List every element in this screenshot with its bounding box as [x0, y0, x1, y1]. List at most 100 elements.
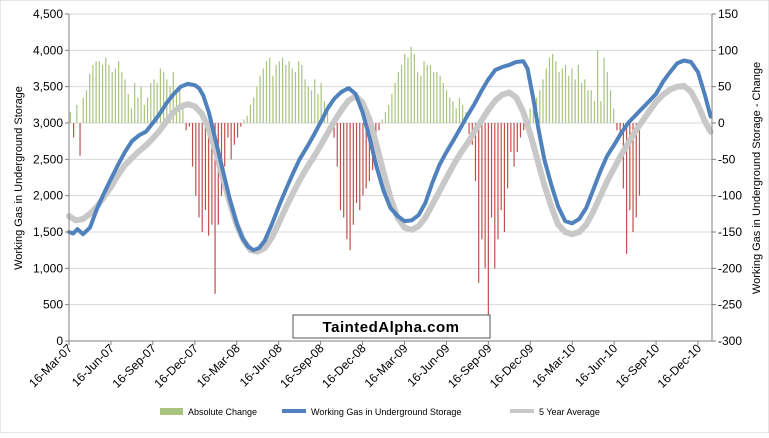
y-right-tick-label: -200 — [718, 261, 742, 275]
bar-absolute-change — [230, 123, 232, 160]
bar-absolute-change — [613, 108, 615, 123]
bar-absolute-change — [407, 57, 409, 123]
y-left-tick-label: 0 — [56, 334, 63, 348]
bar-absolute-change — [429, 64, 432, 123]
y-right-tick-label: 100 — [718, 43, 738, 57]
bar-absolute-change — [597, 50, 599, 124]
bar-absolute-change — [378, 123, 380, 131]
bar-absolute-change — [227, 123, 229, 138]
bar-absolute-change — [410, 46, 412, 124]
bar-absolute-change — [497, 123, 499, 240]
bar-absolute-change — [201, 123, 203, 232]
y-right-tick-label: -250 — [718, 298, 742, 312]
bar-absolute-change — [105, 57, 107, 123]
bar-absolute-change — [397, 72, 399, 123]
bar-absolute-change — [114, 68, 117, 123]
bar-absolute-change — [635, 123, 637, 218]
bar-absolute-change — [259, 75, 261, 123]
bar-absolute-change — [73, 123, 75, 138]
bar-absolute-change — [159, 68, 162, 123]
bar-absolute-change — [349, 123, 351, 251]
y-left-tick-label: 2,500 — [33, 152, 63, 166]
bar-absolute-change — [474, 123, 477, 182]
bar-absolute-change — [124, 79, 126, 123]
bar-absolute-change — [336, 123, 338, 167]
bar-absolute-change — [127, 93, 129, 123]
bar-absolute-change — [442, 83, 444, 123]
bar-absolute-change — [413, 53, 416, 123]
bar-absolute-change — [121, 72, 123, 123]
bar-absolute-change — [95, 61, 97, 123]
bar-absolute-change — [140, 86, 142, 123]
bar-absolute-change — [609, 90, 612, 123]
bar-absolute-change — [368, 123, 370, 182]
bar-absolute-change — [82, 97, 84, 123]
bar-absolute-change — [343, 123, 345, 218]
y-right-tick-label: -50 — [718, 152, 736, 166]
y-right-tick-label: -150 — [718, 225, 742, 239]
bar-absolute-change — [326, 104, 329, 123]
bar-absolute-change — [243, 119, 245, 123]
bar-absolute-change — [253, 97, 255, 123]
y-left-tick-label: 3,500 — [33, 80, 63, 94]
bar-absolute-change — [169, 86, 171, 123]
bar-absolute-change — [137, 97, 139, 123]
bar-absolute-change — [101, 64, 104, 123]
bar-absolute-change — [294, 72, 297, 123]
y-left-tick-label: 500 — [43, 298, 63, 312]
bar-absolute-change — [188, 123, 190, 127]
bar-absolute-change — [275, 64, 277, 123]
legend-label-5-year-average: 5 Year Average — [539, 407, 600, 417]
bar-absolute-change — [478, 123, 480, 283]
y-left-tick-label: 1,500 — [33, 225, 63, 239]
bar-absolute-change — [481, 123, 483, 240]
bar-absolute-change — [111, 72, 113, 123]
bar-absolute-change — [352, 123, 354, 225]
bar-absolute-change — [339, 123, 342, 211]
bar-absolute-change — [143, 104, 145, 123]
bar-absolute-change — [314, 79, 316, 123]
bar-absolute-change — [278, 61, 280, 123]
bar-absolute-change — [532, 104, 534, 123]
bar-absolute-change — [79, 123, 81, 156]
bar-absolute-change — [458, 97, 461, 123]
y-right-tick-label: 0 — [718, 116, 725, 130]
bar-absolute-change — [600, 101, 602, 123]
bar-absolute-change — [365, 123, 367, 189]
bar-absolute-change — [198, 123, 200, 218]
bar-absolute-change — [420, 75, 422, 123]
bar-absolute-change — [269, 57, 271, 123]
bar-absolute-change — [587, 90, 589, 123]
bar-absolute-change — [606, 72, 608, 123]
watermark-text: TaintedAlpha.com — [323, 319, 460, 336]
bar-absolute-change — [272, 75, 274, 123]
bar-absolute-change — [462, 104, 464, 123]
bar-absolute-change — [153, 79, 155, 123]
bar-absolute-change — [92, 64, 94, 123]
bar-absolute-change — [494, 123, 496, 269]
line-5-year-average — [66, 82, 714, 255]
y-right-tick-label: 50 — [718, 80, 732, 94]
bar-absolute-change — [426, 64, 428, 123]
bar-absolute-change — [150, 83, 152, 123]
bar-absolute-change — [211, 123, 213, 225]
plot-area — [69, 14, 712, 341]
bar-absolute-change — [359, 123, 361, 211]
bar-absolute-change — [555, 61, 557, 123]
bar-absolute-change — [507, 123, 509, 189]
bar-absolute-change — [417, 72, 419, 123]
bar-absolute-change — [233, 123, 235, 145]
bar-absolute-change — [362, 123, 364, 196]
bar-absolute-change — [452, 101, 454, 123]
bar-absolute-change — [629, 123, 631, 211]
bar-absolute-change — [404, 53, 406, 123]
bar-absolute-change — [381, 119, 383, 123]
bar-absolute-change — [542, 79, 544, 123]
bar-absolute-change — [163, 72, 165, 123]
bar-absolute-change — [523, 123, 525, 131]
bar-absolute-change — [433, 72, 435, 123]
bar-absolute-change — [298, 61, 300, 123]
bar-absolute-change — [519, 123, 522, 138]
bar-absolute-change — [98, 61, 100, 123]
